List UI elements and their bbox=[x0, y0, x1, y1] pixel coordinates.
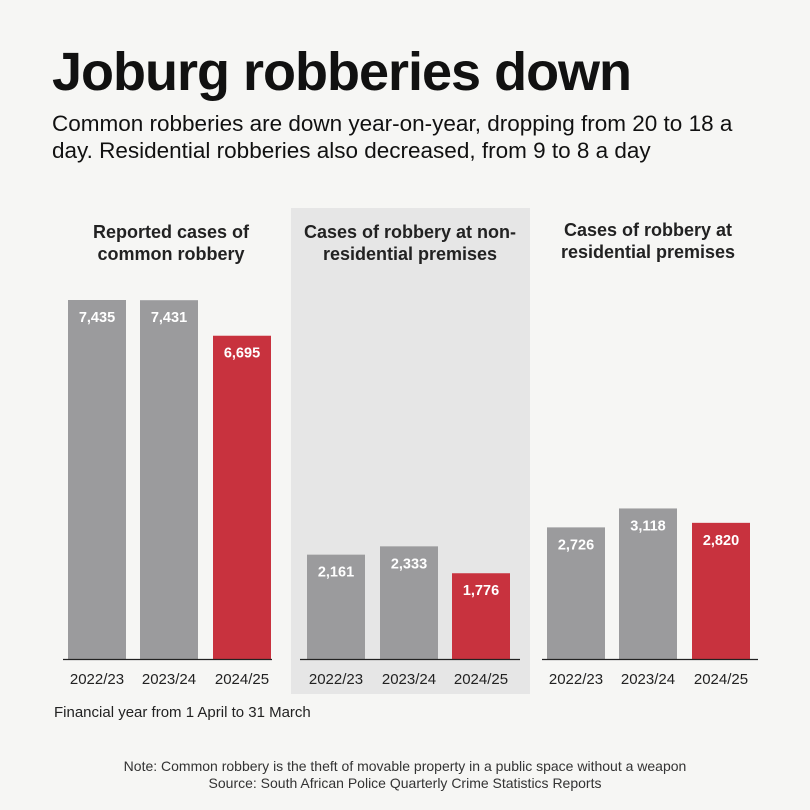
category-label: 2023/24 bbox=[382, 671, 436, 688]
bar-2022-23 bbox=[547, 527, 605, 659]
value-label: 7,431 bbox=[151, 310, 187, 326]
value-label: 2,333 bbox=[391, 556, 427, 572]
bar-2024-25 bbox=[692, 522, 750, 659]
value-label: 6,695 bbox=[224, 346, 260, 362]
bar-2022-23 bbox=[307, 554, 365, 659]
chart-residential-robbery: 2,726 2022/23 3,118 2023/24 2,820 2024/25 bbox=[542, 508, 758, 688]
value-label: 7,435 bbox=[79, 310, 115, 326]
bar-2023-24 bbox=[380, 546, 438, 659]
value-label: 1,776 bbox=[463, 583, 499, 599]
value-label: 2,726 bbox=[558, 537, 594, 553]
page-title: Joburg robberies down bbox=[52, 42, 632, 102]
value-label: 3,118 bbox=[630, 518, 666, 534]
panel-title-non-residential: Cases of robbery at non-residential prem… bbox=[303, 222, 517, 264]
bar-2022-23 bbox=[68, 300, 126, 659]
bar-2024-25 bbox=[213, 335, 271, 659]
chart-non-residential-robbery: 2,161 2022/23 2,333 2023/24 1,776 2024/25 bbox=[300, 546, 520, 688]
financial-year-note: Financial year from 1 April to 31 March bbox=[54, 704, 311, 721]
category-label: 2022/23 bbox=[549, 671, 603, 688]
category-label: 2024/25 bbox=[694, 671, 748, 688]
footnote: Note: Common robbery is the theft of mov… bbox=[123, 758, 687, 774]
value-label: 2,820 bbox=[703, 533, 739, 549]
category-label: 2023/24 bbox=[142, 671, 196, 688]
value-label: 2,161 bbox=[318, 565, 354, 581]
category-label: 2023/24 bbox=[621, 671, 675, 688]
category-label: 2024/25 bbox=[215, 671, 269, 688]
bar-2024-25 bbox=[452, 573, 510, 659]
category-label: 2024/25 bbox=[454, 671, 508, 688]
panel-title-residential: Cases of robbery at residential premises bbox=[560, 220, 736, 262]
source-note: Source: South African Police Quarterly C… bbox=[208, 775, 602, 791]
page-subtitle: Common robberies are down year-on-year, … bbox=[52, 111, 733, 163]
bar-2023-24 bbox=[140, 300, 198, 659]
panel-title-common-robbery: Reported cases of common robbery bbox=[92, 222, 250, 264]
bar-2023-24 bbox=[619, 508, 677, 659]
category-label: 2022/23 bbox=[309, 671, 363, 688]
chart-common-robbery: 7,435 2022/23 7,431 2023/24 6,695 2024/25 bbox=[63, 300, 272, 688]
category-label: 2022/23 bbox=[70, 671, 124, 688]
